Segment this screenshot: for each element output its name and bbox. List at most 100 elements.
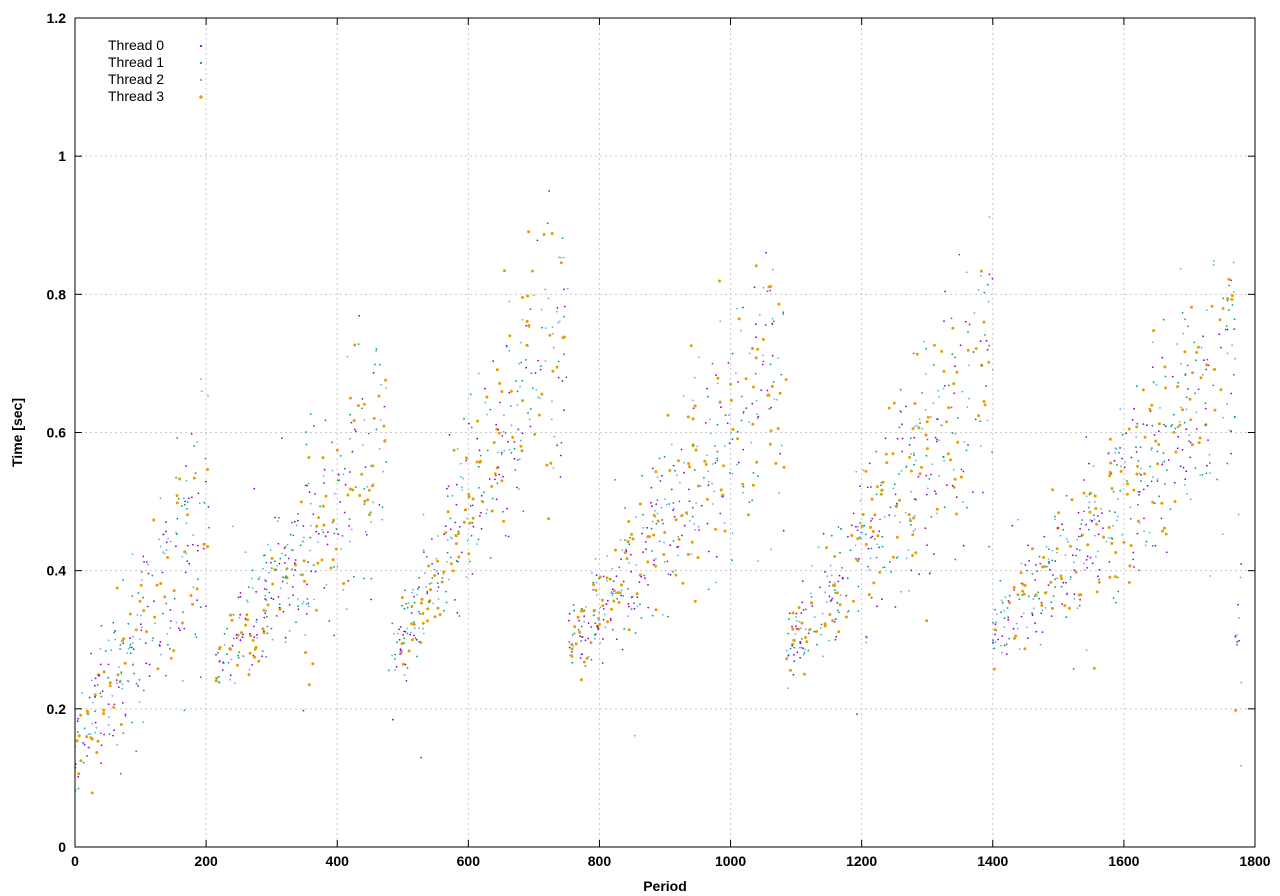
data-point <box>620 589 623 592</box>
data-point <box>471 573 474 575</box>
data-point <box>646 560 650 564</box>
data-point <box>1226 403 1228 406</box>
data-point <box>108 681 112 685</box>
data-point <box>264 594 267 597</box>
data-point <box>520 449 524 453</box>
data-point <box>1059 574 1063 578</box>
data-point <box>519 385 521 388</box>
data-point <box>917 426 921 430</box>
data-point <box>622 580 625 583</box>
data-point <box>730 431 732 434</box>
data-point <box>913 498 916 500</box>
data-point <box>1040 603 1044 607</box>
data-point <box>452 448 456 452</box>
data-point <box>333 532 336 535</box>
data-point <box>284 554 287 556</box>
data-point <box>417 588 419 590</box>
data-point <box>915 499 917 501</box>
data-point <box>565 376 568 379</box>
data-point <box>1188 397 1192 401</box>
data-point <box>663 456 666 458</box>
grid-lines <box>75 18 1255 847</box>
data-point <box>952 485 956 489</box>
data-point <box>942 369 946 373</box>
data-point <box>988 273 991 276</box>
data-point <box>281 437 283 439</box>
data-point <box>754 372 757 375</box>
data-point <box>107 676 110 679</box>
data-point <box>880 481 882 484</box>
data-point <box>1199 474 1201 477</box>
data-point <box>1113 575 1117 579</box>
data-point <box>267 543 269 546</box>
data-point <box>838 603 842 607</box>
data-point <box>1034 622 1036 625</box>
data-point <box>1185 396 1188 399</box>
data-point <box>1093 494 1097 498</box>
data-point <box>913 402 917 405</box>
data-point <box>548 333 552 337</box>
data-point <box>677 535 680 538</box>
data-point <box>1195 351 1199 354</box>
data-point <box>381 506 384 508</box>
data-point <box>354 486 357 488</box>
data-point <box>1151 424 1154 427</box>
data-point <box>93 693 97 697</box>
data-point <box>1176 426 1179 428</box>
data-point <box>113 631 116 634</box>
data-point <box>728 414 730 416</box>
data-point <box>285 575 287 577</box>
data-point <box>337 473 340 476</box>
data-point <box>579 678 583 682</box>
data-point <box>270 556 274 560</box>
data-point <box>690 540 694 544</box>
data-point <box>1059 534 1062 537</box>
data-point <box>508 448 511 451</box>
data-point <box>1197 441 1201 445</box>
data-point <box>454 521 457 524</box>
data-point <box>310 570 313 573</box>
data-point <box>1022 592 1026 596</box>
data-point <box>694 528 696 531</box>
data-point <box>553 435 556 438</box>
data-point <box>666 413 670 417</box>
data-point <box>407 649 411 653</box>
data-point <box>1181 312 1184 314</box>
data-point <box>797 627 800 631</box>
data-point <box>173 597 176 600</box>
data-point <box>479 454 482 457</box>
data-point <box>944 290 946 293</box>
data-point <box>480 527 483 530</box>
data-point <box>141 571 143 573</box>
data-point <box>485 512 488 515</box>
data-point <box>935 440 938 443</box>
data-point <box>754 323 757 326</box>
data-point <box>1040 612 1043 615</box>
data-point <box>909 437 912 440</box>
data-point <box>852 599 855 603</box>
data-point <box>83 743 86 746</box>
data-point <box>787 687 789 690</box>
data-point <box>1065 581 1067 584</box>
data-point <box>547 297 550 300</box>
data-point <box>184 571 187 574</box>
data-point <box>1067 540 1069 543</box>
data-point <box>691 506 694 509</box>
data-point <box>410 605 414 608</box>
data-point <box>185 552 188 555</box>
data-point <box>1240 764 1242 767</box>
data-point <box>696 556 700 560</box>
data-point <box>123 661 127 665</box>
data-point <box>1182 332 1185 335</box>
data-point <box>539 397 542 399</box>
data-point <box>799 641 802 643</box>
data-point <box>640 617 643 619</box>
data-point <box>511 435 515 439</box>
data-point <box>1234 708 1238 712</box>
data-point <box>563 315 565 318</box>
data-point <box>508 334 512 338</box>
data-point <box>1164 532 1168 536</box>
data-point <box>460 476 462 478</box>
data-point <box>349 413 351 416</box>
data-point <box>1041 631 1044 633</box>
